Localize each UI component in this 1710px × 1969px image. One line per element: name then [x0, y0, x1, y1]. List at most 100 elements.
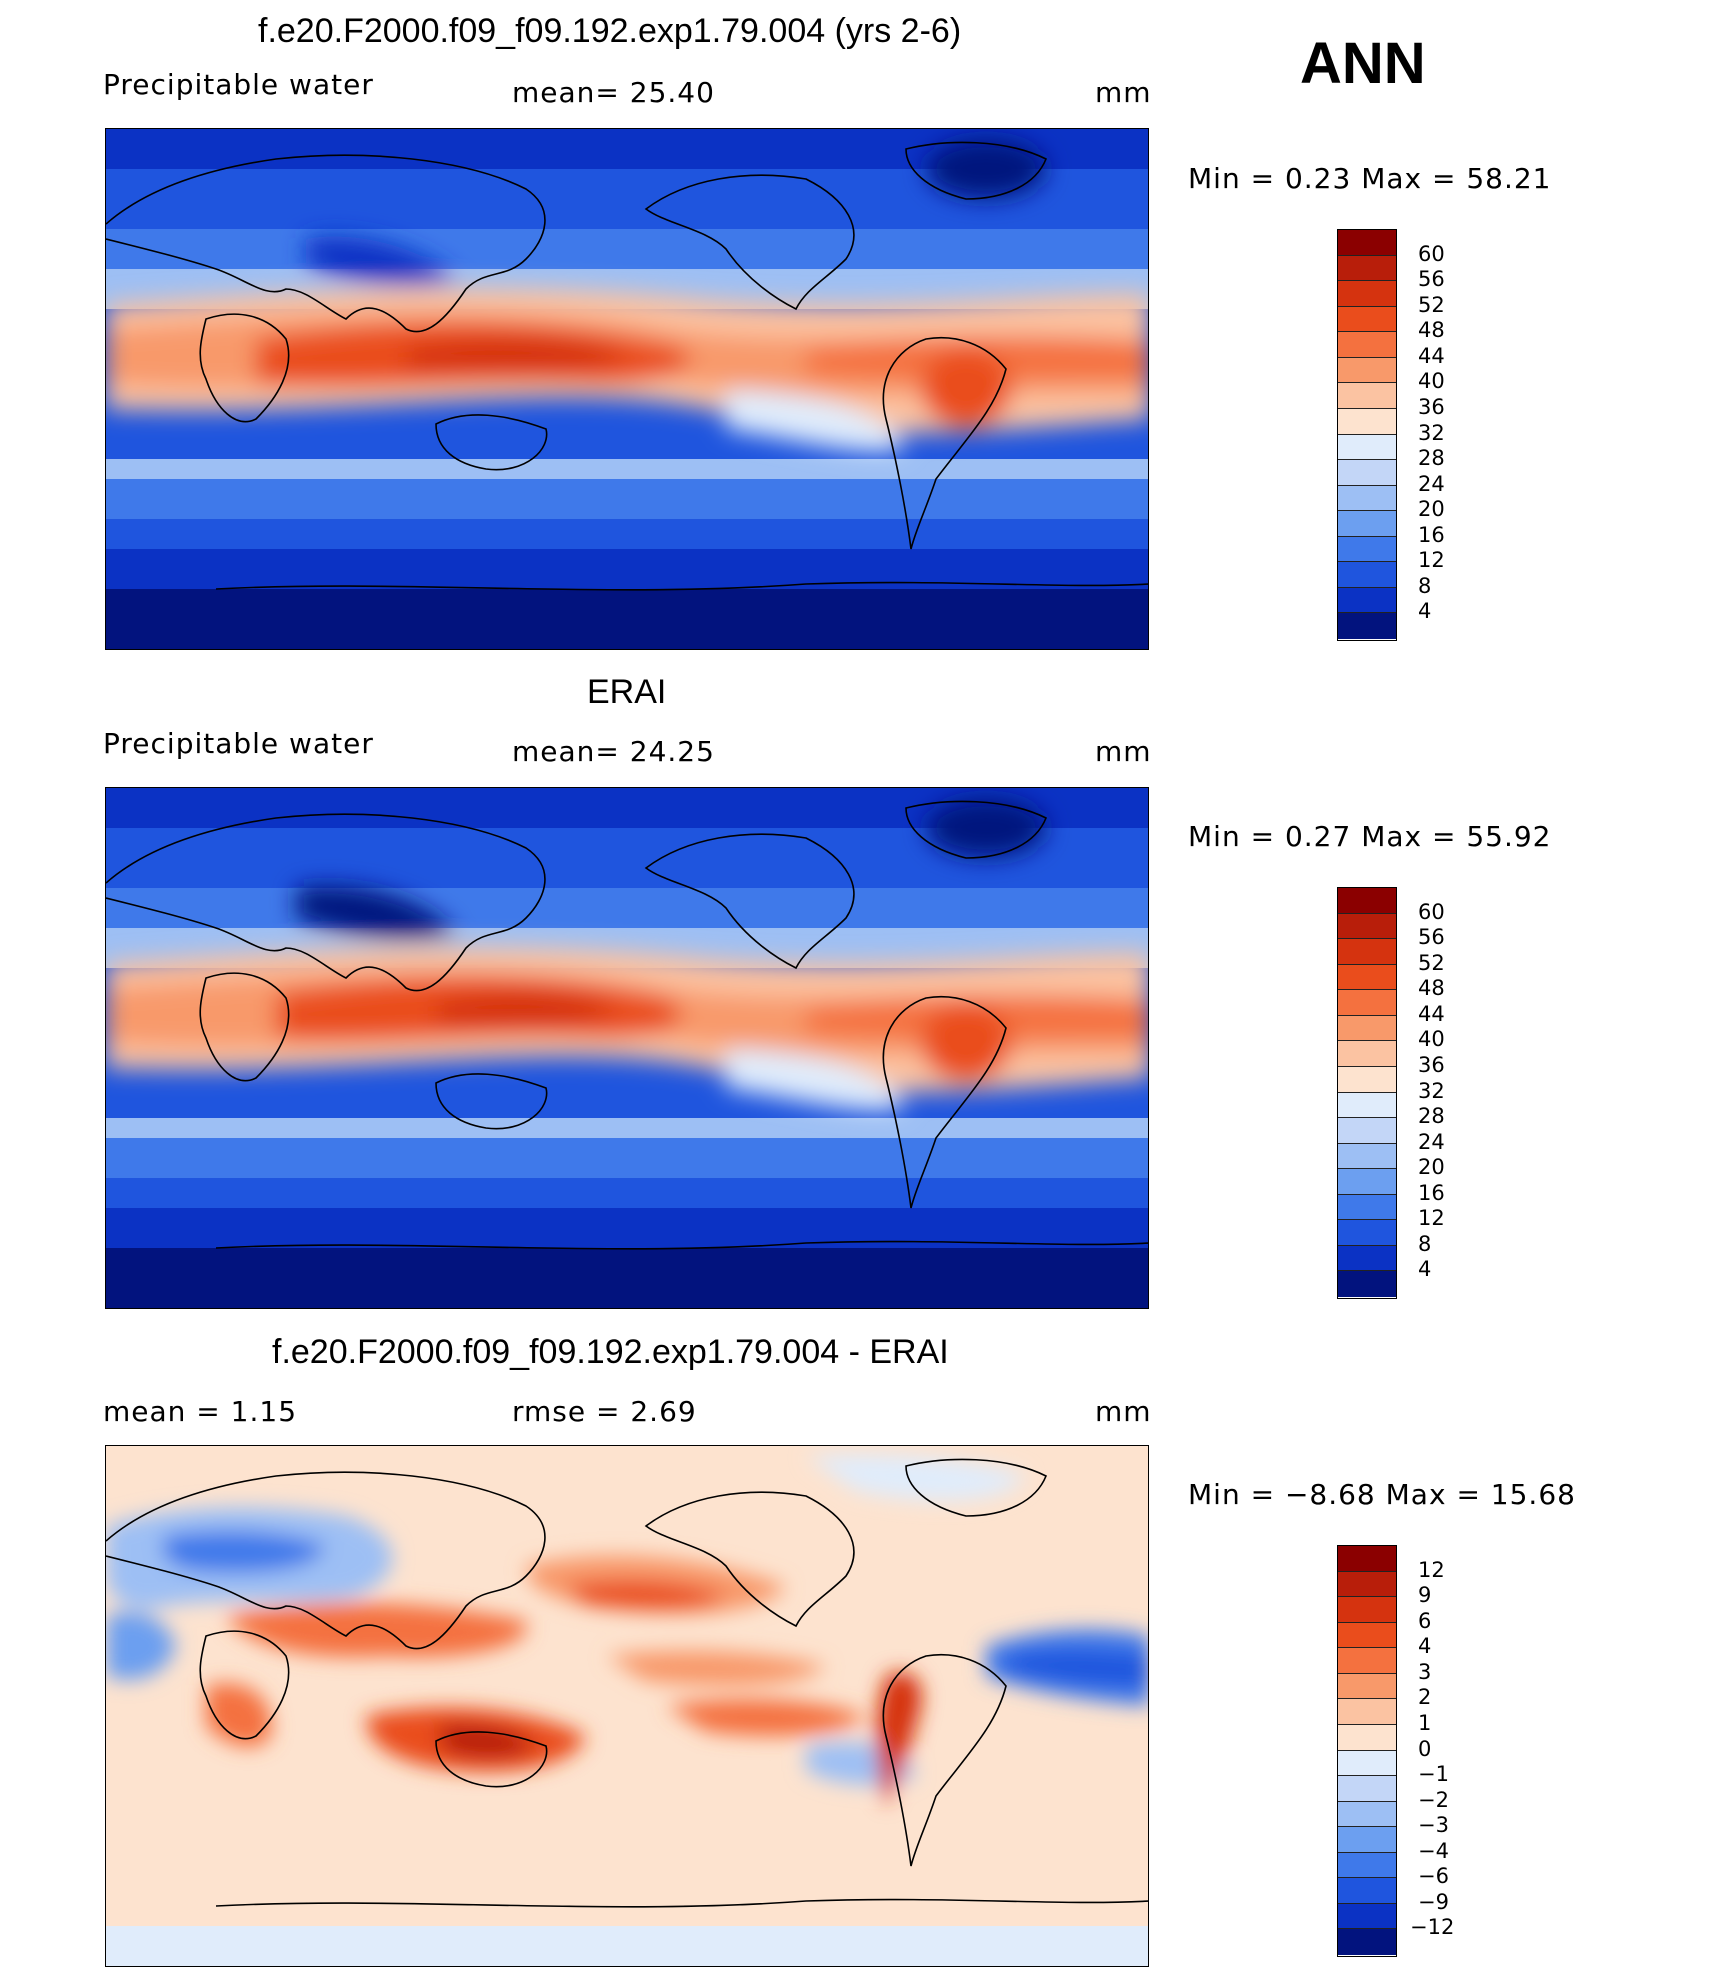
colorbar-tick-label: 16: [1418, 1180, 1445, 1205]
colorbar-swatch: [1338, 939, 1396, 965]
panel2-mean-label: mean= 24.25: [512, 735, 715, 768]
colorbar-swatch: [1338, 485, 1396, 512]
colorbar-swatch: [1338, 1066, 1396, 1093]
colorbar-swatch: [1338, 408, 1396, 435]
colorbar-tick-label: −1: [1418, 1762, 1449, 1787]
colorbar-swatch: [1338, 1801, 1396, 1828]
panel3-title: f.e20.F2000.f09_f09.192.exp1.79.004 - ER…: [272, 1333, 949, 1371]
colorbar-tick-label: −12: [1410, 1915, 1455, 1940]
colorbar-tick-label: 52: [1418, 950, 1445, 975]
colorbar-tick-label: −3: [1418, 1813, 1449, 1838]
colorbar-tick-label: 4: [1418, 599, 1432, 624]
colorbar-tick-label: 8: [1418, 573, 1432, 598]
colorbar-swatch: [1338, 434, 1396, 461]
panel2-map: [105, 787, 1149, 1309]
panel1-minmax-label: Min = 0.23 Max = 58.21: [1188, 162, 1552, 195]
colorbar-tick-label: 56: [1418, 925, 1445, 950]
colorbar-tick-label: 28: [1418, 446, 1445, 471]
panel1-title: f.e20.F2000.f09_f09.192.exp1.79.004 (yrs…: [258, 12, 962, 50]
panel2-title: ERAI: [587, 673, 667, 711]
colorbar-tick-label: 16: [1418, 522, 1445, 547]
colorbar-swatch: [1338, 536, 1396, 563]
colorbar-swatch: [1338, 1648, 1396, 1674]
colorbar-tick-label: 60: [1418, 241, 1445, 266]
colorbar-swatch: [1338, 1194, 1396, 1221]
colorbar-tick-label: 2: [1418, 1685, 1432, 1710]
colorbar-swatch: [1338, 990, 1396, 1016]
colorbar-tick-label: −2: [1418, 1787, 1449, 1812]
colorbar-swatch: [1338, 613, 1396, 639]
colorbar-swatch: [1338, 1546, 1396, 1572]
colorbar-swatch: [1338, 460, 1396, 486]
colorbar-swatch: [1338, 1878, 1396, 1904]
colorbar-swatch: [1338, 1827, 1396, 1853]
colorbar-tick-label: 24: [1418, 471, 1445, 496]
colorbar-swatch: [1338, 1571, 1396, 1598]
panel2-colorbar: [1337, 887, 1397, 1299]
colorbar-swatch: [1338, 1903, 1396, 1930]
colorbar-tick-label: 24: [1418, 1129, 1445, 1154]
colorbar-swatch: [1338, 1041, 1396, 1067]
colorbar-swatch: [1338, 1143, 1396, 1170]
colorbar-tick-label: 3: [1418, 1659, 1432, 1684]
colorbar-tick-label: 4: [1418, 1257, 1432, 1282]
colorbar-swatch: [1338, 255, 1396, 282]
colorbar-swatch: [1338, 1852, 1396, 1879]
colorbar-tick-label: 20: [1418, 497, 1445, 522]
colorbar-swatch: [1338, 1220, 1396, 1246]
colorbar-tick-label: 12: [1418, 1557, 1445, 1582]
colorbar-swatch: [1338, 913, 1396, 940]
colorbar-tick-label: 56: [1418, 267, 1445, 292]
colorbar-swatch: [1338, 383, 1396, 409]
colorbar-tick-label: 12: [1418, 1206, 1445, 1231]
colorbar-tick-label: 44: [1418, 1001, 1445, 1026]
colorbar-swatch: [1338, 230, 1396, 256]
colorbar-tick-label: 60: [1418, 899, 1445, 924]
colorbar-swatch: [1338, 964, 1396, 991]
colorbar-swatch: [1338, 587, 1396, 614]
panel1-colorbar: [1337, 229, 1397, 641]
panel2-variable-label: Precipitable water: [103, 727, 374, 760]
panel1-mean-label: mean= 25.40: [512, 76, 715, 109]
colorbar-tick-label: −4: [1418, 1838, 1449, 1863]
colorbar-swatch: [1338, 1015, 1396, 1042]
panel3-mean-label: mean = 1.15: [103, 1395, 298, 1428]
panel3-map: [105, 1445, 1149, 1967]
colorbar-swatch: [1338, 1597, 1396, 1623]
colorbar-swatch: [1338, 511, 1396, 537]
colorbar-swatch: [1338, 1271, 1396, 1297]
colorbar-tick-label: 40: [1418, 369, 1445, 394]
colorbar-swatch: [1338, 357, 1396, 384]
panel1-variable-label: Precipitable water: [103, 68, 374, 101]
colorbar-tick-label: 12: [1418, 548, 1445, 573]
colorbar-tick-label: 0: [1418, 1736, 1432, 1761]
colorbar-tick-label: 48: [1418, 976, 1445, 1001]
panel1-units-label: mm: [1095, 76, 1152, 109]
colorbar-tick-label: 36: [1418, 394, 1445, 419]
colorbar-tick-label: 40: [1418, 1027, 1445, 1052]
colorbar-swatch: [1338, 888, 1396, 914]
panel3-rmse-label: rmse = 2.69: [512, 1395, 697, 1428]
colorbar-swatch: [1338, 1118, 1396, 1144]
colorbar-tick-label: 32: [1418, 1078, 1445, 1103]
colorbar-swatch: [1338, 562, 1396, 588]
colorbar-tick-label: 8: [1418, 1231, 1432, 1256]
panel2-minmax-label: Min = 0.27 Max = 55.92: [1188, 820, 1552, 853]
panel3-units-label: mm: [1095, 1395, 1152, 1428]
colorbar-swatch: [1338, 1169, 1396, 1195]
colorbar-swatch: [1338, 281, 1396, 307]
colorbar-tick-label: 28: [1418, 1104, 1445, 1129]
colorbar-tick-label: 20: [1418, 1155, 1445, 1180]
colorbar-tick-label: 6: [1418, 1608, 1432, 1633]
colorbar-swatch: [1338, 1622, 1396, 1649]
colorbar-tick-label: 48: [1418, 318, 1445, 343]
colorbar-swatch: [1338, 1929, 1396, 1955]
colorbar-swatch: [1338, 1092, 1396, 1119]
colorbar-swatch: [1338, 1724, 1396, 1751]
colorbar-swatch: [1338, 1699, 1396, 1725]
colorbar-swatch: [1338, 1776, 1396, 1802]
panel3-minmax-label: Min = −8.68 Max = 15.68: [1188, 1478, 1576, 1511]
colorbar-tick-label: 52: [1418, 292, 1445, 317]
colorbar-tick-label: 9: [1418, 1583, 1432, 1608]
panel2-units-label: mm: [1095, 735, 1152, 768]
